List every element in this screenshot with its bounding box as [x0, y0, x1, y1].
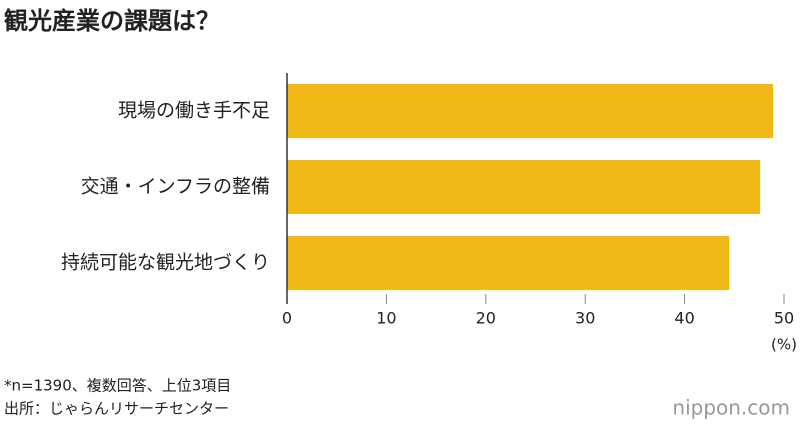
note: *n=1390、複数回答、上位3項目 — [4, 377, 231, 395]
y-tick-label: 交通・インフラの整備 — [81, 176, 270, 198]
y-tick-label: 持続可能な観光地づくり — [61, 252, 270, 274]
bar — [287, 160, 761, 214]
x-tick-label: 30 — [575, 309, 595, 328]
x-tick-label: 20 — [476, 309, 496, 328]
bar — [287, 84, 774, 138]
source: 出所：じゃらんリサーチセンター — [4, 400, 229, 418]
x-unit: (%) — [771, 336, 797, 354]
logo: nippon.com — [672, 396, 790, 420]
bar — [287, 236, 730, 290]
x-tick-label: 10 — [376, 309, 396, 328]
x-tick-label: 0 — [282, 309, 292, 328]
y-tick-label: 現場の働き手不足 — [118, 100, 270, 122]
x-tick-label: 40 — [674, 309, 694, 328]
x-tick-label: 50 — [774, 309, 794, 328]
chart-title: 観光産業の課題は？ — [4, 7, 220, 35]
